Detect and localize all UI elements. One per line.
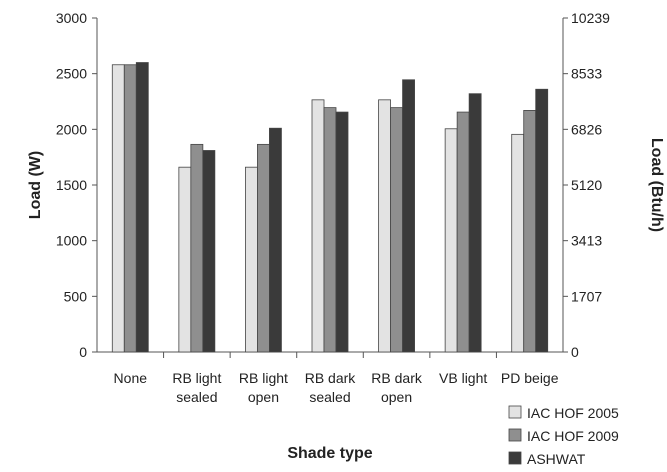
x-tick-label: RB light open	[239, 370, 288, 405]
y2-tick-label: 3413	[571, 233, 602, 249]
bar	[523, 110, 537, 353]
x-tick-label-line: VB light	[439, 370, 487, 386]
bar	[135, 62, 149, 353]
legend: IAC HOF 2005 IAC HOF 2009 ASHWAT	[508, 405, 619, 467]
x-tick-label-line: RB light	[172, 370, 221, 386]
legend-swatch	[508, 451, 522, 465]
y-tick-label: 1500	[56, 177, 87, 193]
right-axis-ticks: 0 1707 3413 5120 6826 8533 10239	[563, 10, 610, 360]
bar	[123, 64, 137, 353]
x-tick-label: RB dark sealed	[305, 370, 357, 405]
bar	[202, 150, 216, 353]
bar	[444, 128, 458, 353]
x-tick-label-line: open	[381, 389, 412, 405]
bar	[190, 143, 204, 353]
bar	[456, 111, 470, 353]
bar	[257, 143, 270, 353]
y2-tick-label: 5120	[571, 177, 602, 193]
x-tick-label-line: RB dark	[305, 370, 357, 386]
bar	[245, 166, 258, 353]
legend-swatch	[508, 405, 522, 419]
x-tick-label: RB light sealed	[172, 370, 221, 405]
y2-axis-title: Load (Btu/h)	[648, 138, 665, 232]
left-axis-ticks: 0 500 1000 1500 2000 2500 3000	[56, 10, 97, 360]
bar	[269, 127, 282, 353]
legend-swatch	[508, 428, 522, 442]
x-axis-ticks: None RB light sealed RB light open RB dark sea…	[114, 352, 559, 405]
bar	[511, 133, 525, 353]
bar	[178, 166, 192, 353]
x-tick-label-line: open	[248, 389, 279, 405]
bar	[390, 107, 403, 353]
bars-group	[111, 62, 549, 353]
x-tick-label-line: None	[114, 370, 148, 386]
y-tick-label: 3000	[56, 10, 87, 26]
y-tick-label: 2000	[56, 121, 87, 137]
bar	[378, 99, 391, 353]
y2-tick-label: 8533	[571, 66, 602, 82]
y-tick-label: 0	[79, 344, 87, 360]
x-tick-label-line: RB light	[239, 370, 288, 386]
bar	[335, 111, 349, 353]
y2-tick-label: 1707	[571, 288, 602, 304]
bar	[468, 93, 482, 353]
y2-tick-label: 10239	[571, 10, 610, 26]
y2-tick-label: 6826	[571, 121, 602, 137]
y2-tick-label: 0	[571, 344, 579, 360]
x-tick-label-line: PD beige	[501, 370, 559, 386]
x-tick-label: RB dark open	[371, 370, 423, 405]
bar	[111, 64, 125, 353]
bar	[402, 79, 415, 353]
y-tick-label: 2500	[56, 66, 87, 82]
bar	[535, 88, 549, 353]
x-tick-label-line: sealed	[309, 389, 350, 405]
x-tick-label: None	[114, 370, 148, 386]
x-axis-title: Shade type	[287, 445, 372, 462]
legend-label: IAC HOF 2009	[527, 428, 619, 444]
bar	[323, 107, 337, 353]
x-tick-label: PD beige	[501, 370, 559, 386]
legend-label: IAC HOF 2005	[527, 405, 619, 421]
y-tick-label: 500	[64, 288, 88, 304]
x-tick-label-line: sealed	[176, 389, 217, 405]
y-tick-label: 1000	[56, 233, 87, 249]
x-tick-label-line: RB dark	[371, 370, 423, 386]
x-tick-label: VB light	[439, 370, 487, 386]
legend-label: ASHWAT	[527, 451, 586, 467]
bar	[311, 99, 325, 353]
y-axis-title: Load (W)	[27, 151, 44, 219]
